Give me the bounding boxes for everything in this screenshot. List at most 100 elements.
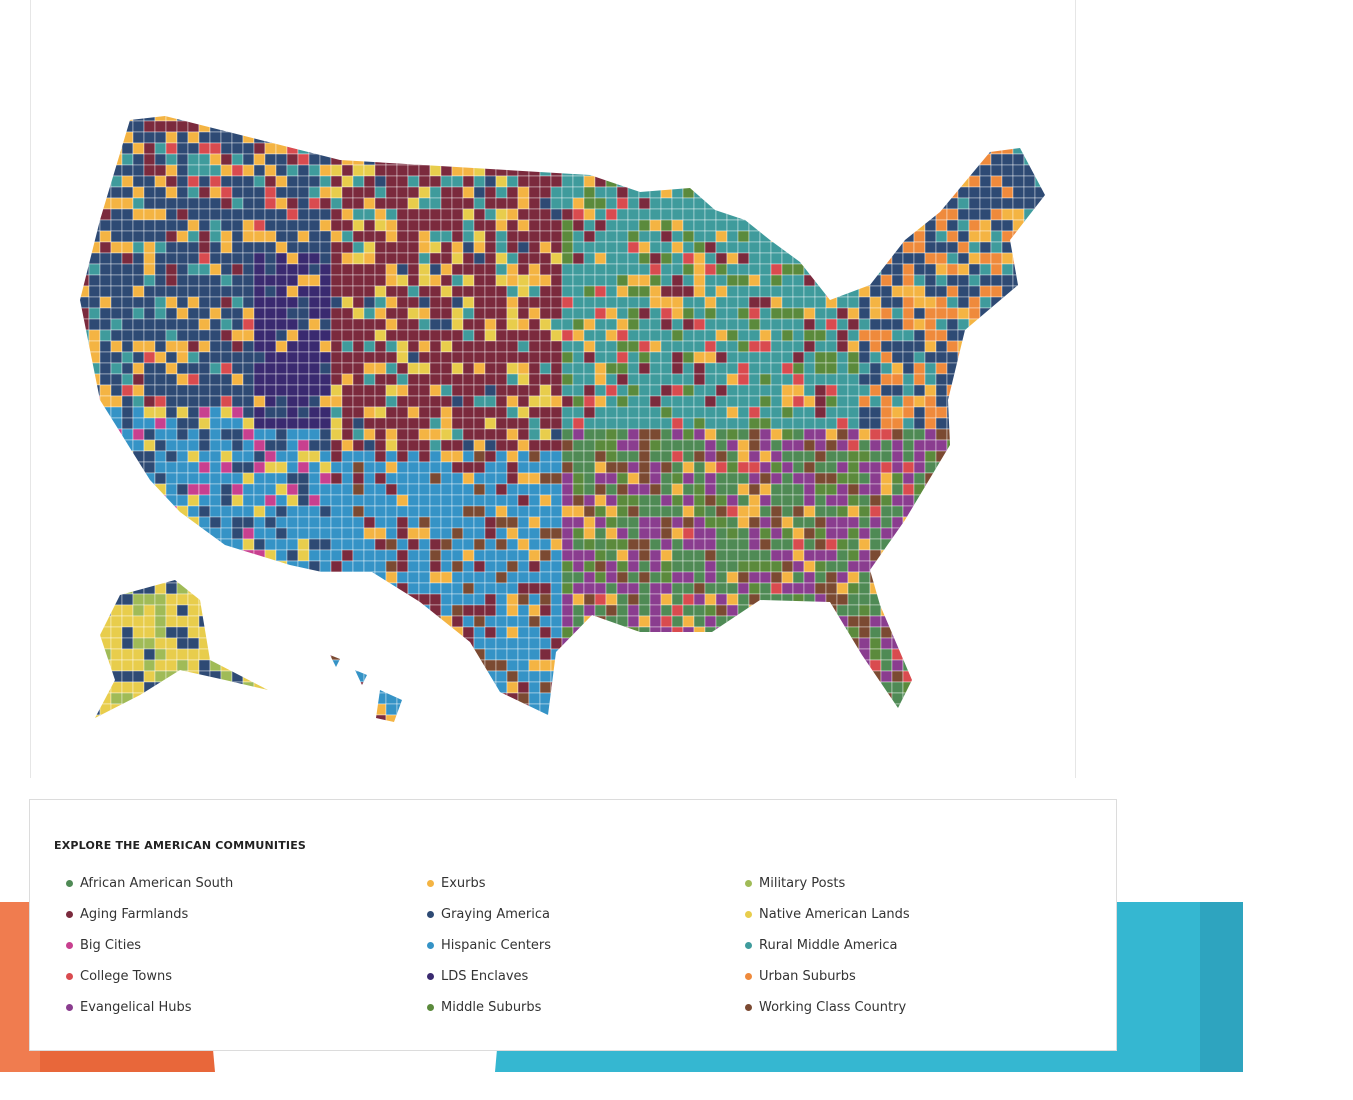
county xyxy=(792,307,805,320)
county xyxy=(440,450,453,463)
county xyxy=(198,307,211,320)
county xyxy=(297,274,310,287)
county xyxy=(594,164,607,177)
county xyxy=(385,714,398,722)
county xyxy=(506,373,519,386)
county xyxy=(649,659,662,672)
county xyxy=(682,582,695,595)
county xyxy=(110,560,123,573)
county xyxy=(770,120,783,133)
county xyxy=(748,505,761,518)
county xyxy=(528,241,541,254)
county xyxy=(726,219,739,232)
county xyxy=(198,351,211,364)
county xyxy=(616,263,629,276)
county xyxy=(319,263,332,276)
county xyxy=(979,527,992,540)
county xyxy=(242,116,255,122)
county xyxy=(187,175,200,188)
county xyxy=(88,186,101,199)
county xyxy=(110,527,123,540)
county xyxy=(495,703,508,716)
county xyxy=(737,252,750,265)
county xyxy=(99,219,112,232)
county xyxy=(99,120,112,133)
county xyxy=(704,285,717,298)
county xyxy=(374,670,387,683)
county xyxy=(792,681,805,694)
county xyxy=(451,384,464,397)
county xyxy=(473,219,486,232)
county xyxy=(506,670,519,683)
county xyxy=(649,373,662,386)
county xyxy=(143,241,156,254)
county xyxy=(649,208,662,221)
county xyxy=(572,626,585,639)
county xyxy=(363,395,376,408)
county xyxy=(869,637,882,650)
county xyxy=(1034,340,1045,353)
county xyxy=(704,131,717,144)
county xyxy=(550,670,563,683)
county xyxy=(143,428,156,441)
county xyxy=(638,648,651,661)
county xyxy=(231,516,244,529)
county xyxy=(638,428,651,441)
county xyxy=(220,219,233,232)
county xyxy=(165,439,178,452)
county xyxy=(660,637,673,650)
county xyxy=(297,362,310,375)
county xyxy=(935,120,948,133)
county xyxy=(561,428,574,441)
county xyxy=(880,384,893,397)
county xyxy=(242,329,255,342)
county xyxy=(979,714,992,722)
county xyxy=(154,362,167,375)
county xyxy=(704,714,717,722)
county xyxy=(550,296,563,309)
county xyxy=(781,329,794,342)
county xyxy=(319,648,332,661)
county xyxy=(429,395,442,408)
county xyxy=(253,637,266,650)
county xyxy=(583,626,596,639)
county xyxy=(572,648,585,661)
county xyxy=(407,483,420,496)
county xyxy=(539,164,552,177)
county xyxy=(220,274,233,287)
county xyxy=(330,527,343,540)
county xyxy=(825,116,838,122)
county xyxy=(572,116,585,122)
county xyxy=(660,483,673,496)
county xyxy=(814,241,827,254)
county xyxy=(330,208,343,221)
county xyxy=(737,384,750,397)
county xyxy=(385,230,398,243)
county xyxy=(704,296,717,309)
county xyxy=(605,351,618,364)
county xyxy=(374,241,387,254)
county xyxy=(484,296,497,309)
county xyxy=(946,626,959,639)
county xyxy=(572,615,585,628)
county xyxy=(649,450,662,463)
county xyxy=(451,230,464,243)
county xyxy=(759,175,772,188)
county xyxy=(275,604,288,617)
county xyxy=(473,549,486,562)
county xyxy=(308,384,321,397)
county xyxy=(275,307,288,320)
county xyxy=(297,164,310,177)
county xyxy=(121,131,134,144)
county xyxy=(451,659,464,672)
county xyxy=(869,527,882,540)
county xyxy=(880,340,893,353)
county xyxy=(231,340,244,353)
county xyxy=(748,571,761,584)
county xyxy=(550,461,563,474)
county xyxy=(451,670,464,683)
county xyxy=(726,626,739,639)
county xyxy=(121,615,134,628)
county xyxy=(550,116,563,122)
county xyxy=(1023,472,1036,485)
